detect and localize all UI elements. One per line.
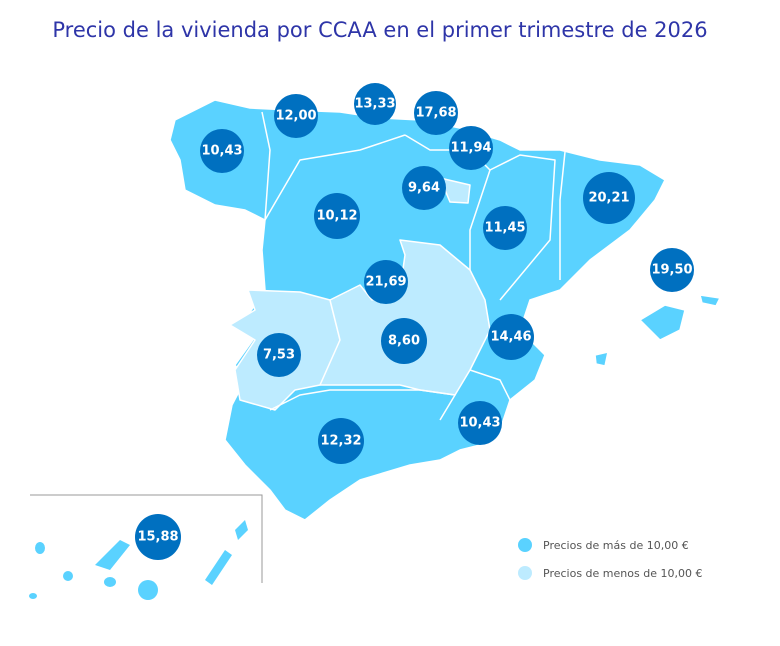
price-label: 17,68 [415,106,456,121]
price-bubble [449,126,493,170]
legend-dot-below [518,566,532,580]
legend-label-above: Precios de más de 10,00 € [543,538,689,552]
price-bubble [364,260,408,304]
price-bubble [414,91,458,135]
legend-label-below: Precios de menos de 10,00 € [543,566,703,580]
price-label: 8,60 [388,334,420,349]
price-label: 20,21 [588,191,629,206]
price-bubble [583,172,635,224]
price-label: 10,12 [316,209,357,224]
price-label: 10,43 [459,416,500,431]
price-label: 12,32 [320,434,361,449]
price-label: 7,53 [263,348,295,363]
price-label: 11,45 [484,221,525,236]
price-bubble [200,129,244,173]
price-label: 15,88 [137,530,178,545]
price-bubble [354,83,396,125]
price-label: 19,50 [651,263,692,278]
price-label: 10,43 [201,144,242,159]
canary-islands [29,520,248,600]
price-bubble [318,418,364,464]
price-bubble [314,193,360,239]
region-la-rioja [439,177,471,204]
legend-item-above: Precios de más de 10,00 € [518,538,689,552]
map-title: Precio de la vivienda por CCAA en el pri… [52,18,708,42]
legend-item-below: Precios de menos de 10,00 € [518,566,702,580]
price-bubble [458,401,502,445]
price-label: 13,33 [354,97,395,112]
price-bubble [135,514,181,560]
price-label: 21,69 [365,275,406,290]
price-label: 9,64 [408,181,440,196]
canarias-inset-frame [30,494,263,583]
island-menorca [699,294,721,307]
price-label: 11,94 [450,141,491,156]
island-mallorca [639,304,686,341]
price-bubble [483,206,527,250]
price-bubble [488,314,534,360]
price-bubble [402,166,446,210]
price-bubble [257,333,301,377]
price-label: 14,46 [490,330,531,345]
price-bubble [381,318,427,364]
price-label: 12,00 [275,109,316,124]
legend-dot-above [518,538,532,552]
island-ibiza [594,351,609,367]
price-bubble [650,248,694,292]
price-bubble [274,94,318,138]
